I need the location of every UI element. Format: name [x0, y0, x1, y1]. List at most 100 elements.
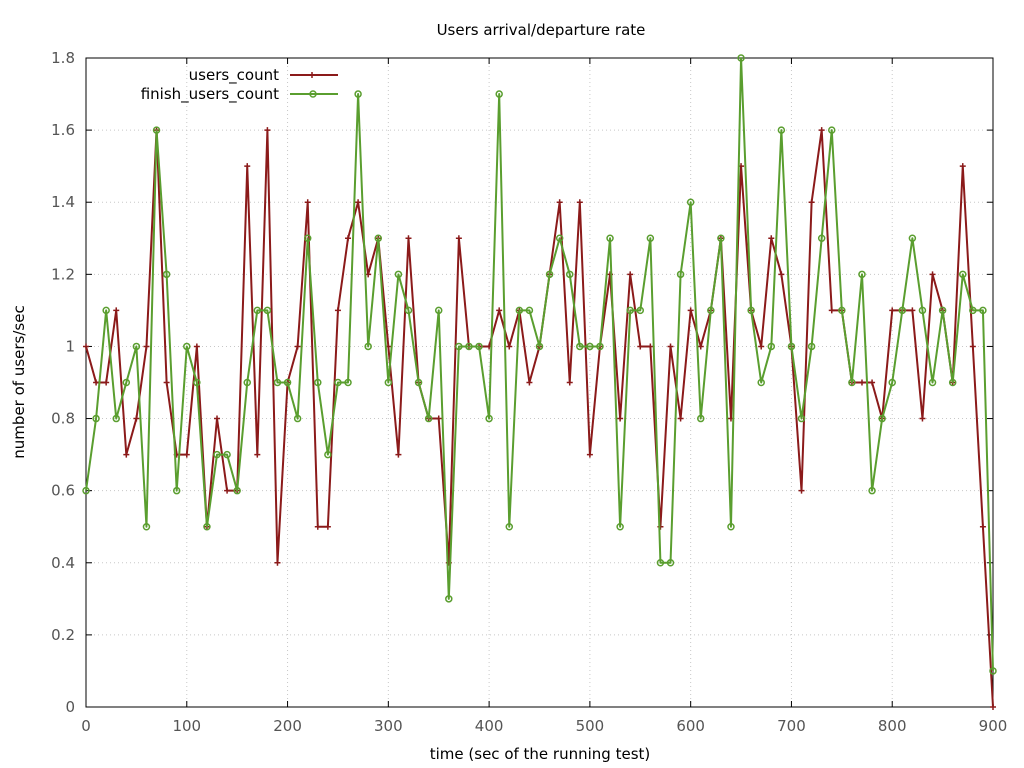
data-point-users-count: [576, 199, 583, 206]
data-point-finish-users-count: [303, 234, 312, 243]
data-point-finish-users-count: [334, 378, 342, 387]
data-point-finish-users-count: [928, 378, 937, 387]
data-point-finish-users-count: [807, 342, 816, 351]
y-axis-label: number of users/sec: [10, 305, 28, 458]
data-point-users-count: [103, 379, 110, 386]
data-point-finish-users-count: [989, 667, 997, 675]
legend-label-users-count: users_count: [189, 66, 279, 85]
x-tick-label: 900: [979, 717, 1008, 735]
data-point-users-count: [244, 163, 251, 170]
data-point-finish-users-count: [979, 306, 987, 315]
data-point-finish-users-count: [646, 234, 655, 243]
data-point-finish-users-count: [888, 378, 896, 387]
data-point-users-count: [264, 127, 271, 134]
x-tick-label: 300: [374, 717, 403, 735]
data-point-finish-users-count: [203, 522, 211, 531]
data-point-users-count: [254, 451, 261, 458]
data-point-users-count: [506, 343, 513, 350]
data-point-finish-users-count: [606, 234, 614, 243]
data-point-users-count: [355, 199, 362, 206]
data-point-users-count: [677, 415, 684, 422]
plot-frame: [85, 57, 994, 708]
series-line-finish-users-count: [85, 57, 994, 671]
data-point-users-count: [828, 307, 835, 314]
data-point-users-count: [163, 379, 170, 386]
data-point-finish-users-count: [253, 306, 262, 315]
data-point-finish-users-count: [404, 306, 413, 315]
data-point-finish-users-count: [122, 378, 131, 387]
data-point-finish-users-count: [868, 486, 876, 495]
data-point-users-count: [687, 307, 694, 314]
data-point-finish-users-count: [838, 306, 846, 315]
data-point-finish-users-count: [92, 414, 100, 423]
data-point-users-count: [929, 271, 936, 278]
x-axis-label: time (sec of the running test): [430, 745, 651, 763]
data-point-finish-users-count: [898, 306, 907, 315]
data-point-finish-users-count: [82, 486, 90, 495]
data-point-finish-users-count: [797, 414, 806, 423]
data-point-finish-users-count: [565, 270, 574, 279]
data-point-finish-users-count: [314, 378, 322, 387]
data-point-finish-users-count: [696, 414, 705, 423]
series-finish-users-count: [82, 54, 997, 675]
data-point-finish-users-count: [172, 486, 181, 495]
data-point-finish-users-count: [908, 234, 917, 243]
x-tick-label: 600: [676, 717, 705, 735]
data-point-finish-users-count: [142, 522, 151, 531]
data-point-finish-users-count: [636, 306, 645, 315]
x-tick-label: 500: [576, 717, 605, 735]
data-point-users-count: [395, 451, 402, 458]
data-point-finish-users-count: [293, 414, 302, 423]
data-point-finish-users-count: [283, 378, 292, 387]
data-point-finish-users-count: [686, 198, 695, 206]
data-point-users-count: [526, 379, 533, 386]
data-point-users-count: [334, 307, 341, 314]
data-point-finish-users-count: [787, 342, 796, 351]
data-point-finish-users-count: [273, 378, 282, 387]
data-point-users-count: [455, 235, 462, 242]
data-point-users-count: [990, 704, 996, 710]
data-point-users-count: [667, 343, 674, 350]
x-tick-label: 0: [81, 717, 91, 735]
data-point-finish-users-count: [948, 378, 957, 387]
y-tick-label: 1.4: [51, 193, 75, 211]
x-tick-label: 800: [878, 717, 907, 735]
data-point-users-count: [909, 307, 916, 314]
data-point-finish-users-count: [938, 306, 947, 315]
data-point-users-count: [143, 343, 150, 350]
data-point-users-count: [979, 523, 986, 530]
data-point-users-count: [778, 271, 785, 278]
data-point-finish-users-count: [485, 414, 493, 423]
data-point-finish-users-count: [112, 414, 120, 423]
data-point-finish-users-count: [102, 306, 110, 315]
data-point-finish-users-count: [223, 450, 231, 459]
data-point-users-count: [959, 163, 966, 170]
data-point-finish-users-count: [626, 306, 634, 315]
data-point-finish-users-count: [707, 306, 715, 315]
y-tick-label: 0.2: [51, 626, 75, 644]
data-point-finish-users-count: [475, 342, 483, 351]
data-point-finish-users-count: [878, 414, 886, 423]
data-point-users-count: [314, 523, 321, 530]
data-point-finish-users-count: [505, 522, 514, 531]
data-point-finish-users-count: [757, 378, 765, 387]
data-point-finish-users-count: [455, 342, 463, 351]
y-tick-label: 1.8: [51, 49, 75, 67]
data-point-finish-users-count: [616, 522, 624, 531]
data-point-users-count: [566, 379, 573, 386]
data-point-users-count: [697, 343, 704, 350]
data-point-finish-users-count: [193, 378, 201, 387]
data-point-finish-users-count: [384, 378, 393, 387]
data-point-finish-users-count: [717, 234, 725, 243]
data-point-finish-users-count: [263, 306, 272, 315]
data-point-finish-users-count: [727, 522, 735, 531]
data-point-finish-users-count: [737, 54, 745, 62]
data-point-finish-users-count: [676, 270, 685, 279]
data-point-finish-users-count: [969, 306, 977, 315]
data-point-users-count: [83, 343, 89, 350]
data-point-finish-users-count: [848, 378, 856, 387]
data-point-users-count: [808, 199, 815, 206]
data-point-finish-users-count: [414, 378, 423, 387]
data-point-finish-users-count: [656, 559, 665, 567]
